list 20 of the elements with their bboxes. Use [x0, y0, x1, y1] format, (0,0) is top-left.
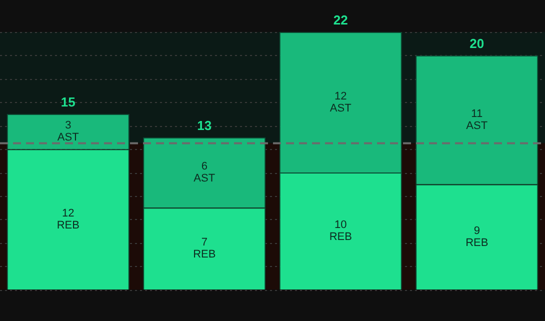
data-label: 12	[62, 207, 74, 220]
series-label: REB	[193, 248, 216, 261]
total-label: 15	[60, 94, 76, 110]
data-label: 11	[471, 108, 483, 120]
text: AST	[466, 120, 488, 132]
text: REB	[56, 219, 80, 232]
text: REB	[329, 231, 352, 244]
data-label: 3	[65, 120, 72, 132]
series-label: AST	[57, 132, 80, 144]
data-label: 10	[334, 219, 347, 232]
data-label: 6	[201, 160, 208, 173]
total-label: 13	[197, 118, 212, 133]
data-label: 9	[474, 224, 480, 237]
data-label: 12	[334, 90, 347, 102]
text: AST	[330, 102, 352, 114]
text: REB	[466, 236, 488, 249]
total-label: 20	[470, 36, 484, 51]
total-label: 22	[333, 12, 348, 28]
text: AST	[194, 172, 216, 185]
data-label: 7	[201, 236, 208, 249]
